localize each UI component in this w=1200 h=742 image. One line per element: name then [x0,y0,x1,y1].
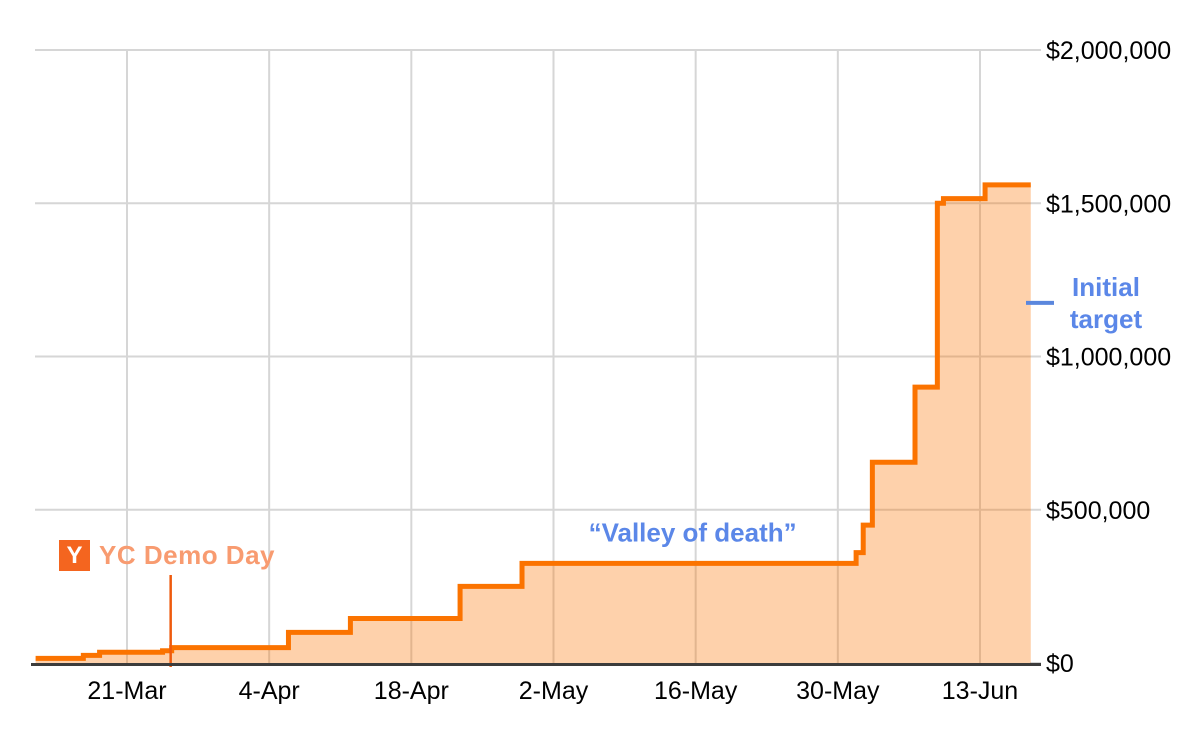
initial-target-line2: target [1069,303,1143,334]
valley-of-death-annotation: “Valley of death” [588,517,797,548]
series-step-line [35,182,1031,661]
yc-demo-day-annotation: Y YC Demo Day [59,540,275,571]
yc-logo-icon: Y [59,540,90,571]
x-axis-label: 18-Apr [374,677,449,705]
x-axis-label: 30-May [796,677,880,705]
yc-demo-day-label: YC Demo Day [99,540,275,570]
x-axis-label: 4-Apr [239,677,300,705]
y-axis-label: $500,000 [1046,497,1150,525]
y-axis-label: $1,500,000 [1046,190,1171,218]
x-axis-label: 21-Mar [87,677,166,705]
y-axis-label: $1,000,000 [1046,344,1171,372]
y-axis-label: $2,000,000 [1046,37,1171,65]
initial-target-line1: Initial [1072,271,1140,302]
x-axis-label: 2-May [519,677,589,705]
x-axis-label: 16-May [654,677,738,705]
x-axis-label: 13-Jun [942,677,1018,705]
series-area-fill [35,184,1031,664]
y-axis-label: $0 [1046,650,1074,678]
initial-target-annotation: Initial target [1070,271,1142,335]
